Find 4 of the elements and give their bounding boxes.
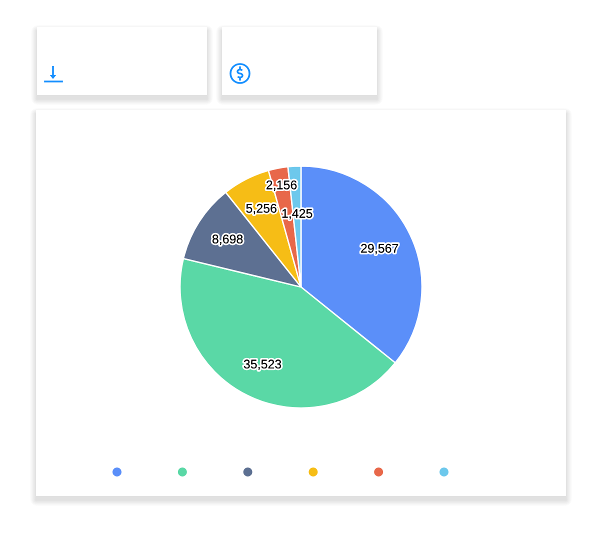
data-label: 35,523 (244, 360, 282, 370)
data-label: 5,256 (246, 204, 276, 214)
data-label: 8,698 (212, 234, 243, 245)
data-label: 29,567 (361, 244, 398, 254)
